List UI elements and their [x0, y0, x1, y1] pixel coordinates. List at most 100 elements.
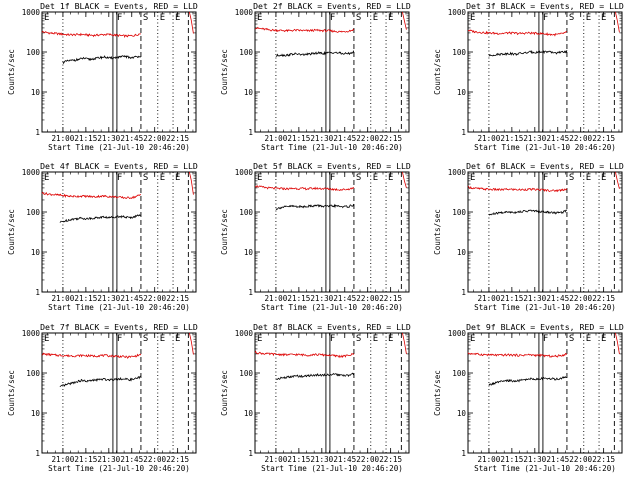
y-tick-label: 1 — [248, 128, 253, 137]
plot-frame — [467, 171, 623, 293]
marker-label: E — [388, 173, 393, 183]
x-tick-label: 21:15 — [500, 455, 523, 464]
x-tick-label: 21:45 — [546, 134, 569, 143]
series-lld-red — [41, 30, 142, 38]
series-lld-red — [254, 350, 355, 359]
y-tick-label: 1000 — [22, 8, 41, 17]
series-events-black — [488, 209, 568, 216]
series-events-black — [488, 49, 568, 57]
x-tick-label: 21:00 — [51, 134, 74, 143]
y-tick-label: 10 — [244, 88, 254, 97]
panel-title: Det 8f BLACK = Events, RED = LLD — [253, 322, 411, 332]
y-tick-label: 100 — [452, 48, 466, 57]
x-tick-label: 21:45 — [333, 455, 356, 464]
series-lld-red-fragment — [615, 11, 620, 33]
x-tick-label: 21:15 — [500, 134, 523, 143]
panel-title: Det 1f BLACK = Events, RED = LLD — [40, 1, 198, 11]
y-tick-label: 10 — [457, 409, 467, 418]
y-tick-label: 1 — [461, 128, 466, 137]
y-tick-label: 10 — [31, 409, 41, 418]
x-tick-label: 22:00 — [356, 455, 379, 464]
panel-8: Det 8f BLACK = Events, RED = LLD 1 10 100 10… — [220, 322, 411, 473]
series-lld-red-fragment — [189, 171, 194, 195]
x-tick-label: 21:00 — [264, 134, 287, 143]
y-tick-label: 1 — [35, 288, 40, 297]
plot-frame — [41, 332, 197, 454]
panel-2: Det 2f BLACK = Events, RED = LLD 1 10 100 10… — [220, 1, 411, 152]
x-tick-label: 21:30 — [97, 455, 120, 464]
y-tick-label: 1000 — [22, 168, 41, 177]
panel-5: Det 5f BLACK = Events, RED = LLD 1 10 100 10… — [220, 161, 411, 312]
marker-label: F — [543, 334, 548, 344]
panel-title: Det 7f BLACK = Events, RED = LLD — [40, 322, 198, 332]
series-lld-red-fragment — [402, 11, 407, 30]
x-tick-label: 22:00 — [356, 294, 379, 303]
y-tick-label: 10 — [244, 409, 254, 418]
y-tick-label: 1000 — [235, 8, 254, 17]
y-tick-label: 10 — [244, 248, 254, 257]
x-tick-label: 21:00 — [51, 455, 74, 464]
panel-1: Det 1f BLACK = Events, RED = LLD 1 10 100 10… — [7, 1, 198, 152]
x-tick-label: 21:00 — [51, 294, 74, 303]
x-tick-label: 22:15 — [592, 134, 615, 143]
x-axis-label: Start Time (21-Jul-10 20:46:20) — [48, 464, 190, 473]
marker-label: E — [160, 334, 165, 344]
marker-label: F — [117, 13, 122, 23]
plot-frame — [41, 171, 197, 293]
x-tick-label: 21:15 — [74, 134, 97, 143]
y-axis-label: Counts/sec — [7, 209, 16, 255]
y-axis-label: Counts/sec — [220, 370, 229, 416]
x-tick-label: 22:15 — [592, 294, 615, 303]
y-axis-label: Counts/sec — [433, 370, 442, 416]
series-lld-red — [467, 29, 568, 37]
x-tick-label: 21:30 — [97, 294, 120, 303]
x-tick-label: 21:30 — [97, 134, 120, 143]
x-tick-label: 21:00 — [264, 455, 287, 464]
series-lld-red-fragment — [615, 171, 620, 189]
series-events-black — [275, 372, 354, 380]
x-tick-label: 21:00 — [477, 134, 500, 143]
marker-label: E — [586, 173, 591, 183]
y-axis-label: Counts/sec — [220, 209, 229, 255]
series-events-black — [59, 214, 142, 223]
x-tick-label: 21:00 — [477, 294, 500, 303]
x-axis-label: Start Time (21-Jul-10 20:46:20) — [261, 143, 403, 152]
marker-label: S — [569, 173, 574, 183]
marker-label: E — [257, 13, 262, 23]
x-tick-label: 21:30 — [310, 294, 333, 303]
y-tick-label: 1 — [35, 128, 40, 137]
series-lld-red-fragment — [189, 332, 194, 355]
series-lld-red-fragment — [402, 332, 407, 354]
x-tick-label: 21:45 — [546, 294, 569, 303]
y-tick-label: 1000 — [448, 329, 467, 338]
marker-label: F — [543, 13, 548, 23]
marker-label: E — [470, 173, 475, 183]
panel-9: Det 9f BLACK = Events, RED = LLD 1 10 100 10… — [433, 322, 624, 473]
marker-label: S — [569, 334, 574, 344]
series-lld-red — [467, 352, 568, 358]
y-axis-label: Counts/sec — [7, 49, 16, 95]
y-tick-label: 10 — [457, 248, 467, 257]
marker-label: E — [470, 13, 475, 23]
marker-label: F — [543, 173, 548, 183]
series-events-black — [62, 54, 142, 65]
x-tick-label: 22:15 — [379, 294, 402, 303]
y-tick-label: 10 — [31, 88, 41, 97]
plot-frame — [467, 11, 623, 133]
x-tick-label: 21:45 — [120, 294, 143, 303]
y-tick-label: 100 — [26, 48, 40, 57]
marker-label: E — [601, 173, 606, 183]
series-events-black — [275, 50, 355, 57]
x-tick-label: 21:30 — [523, 455, 546, 464]
y-axis-label: Counts/sec — [433, 209, 442, 255]
x-tick-label: 22:00 — [569, 294, 592, 303]
marker-label: E — [160, 173, 165, 183]
x-tick-label: 22:00 — [143, 294, 166, 303]
marker-label: F — [330, 173, 335, 183]
y-tick-label: 1 — [461, 449, 466, 458]
series-lld-red — [255, 26, 355, 33]
x-tick-label: 22:15 — [166, 455, 189, 464]
x-tick-label: 22:15 — [592, 455, 615, 464]
marker-label: F — [117, 334, 122, 344]
